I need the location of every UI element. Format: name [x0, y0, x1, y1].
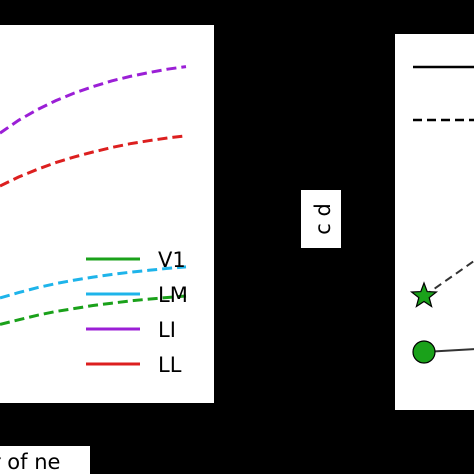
right-legend: [413, 65, 474, 122]
left-plot-area: [0, 25, 214, 403]
data-point-circle: [412, 340, 436, 364]
data-point-star: [409, 281, 439, 308]
right-y-axis-label: c d: [311, 203, 335, 235]
left-panel: V1 LM LI LL: [0, 25, 214, 403]
legend-label-v1: V1: [158, 248, 186, 272]
legend-label-lm: LM: [158, 283, 188, 307]
right-panel: [395, 34, 474, 410]
series-line-v1: [0, 294, 187, 326]
series-line-li: [0, 65, 187, 135]
left-series-lines: [0, 65, 187, 326]
series-line-ll: [0, 134, 187, 188]
legend-label-ll: LL: [158, 353, 182, 377]
series-line-lm: [0, 265, 187, 300]
legend-label-li: LI: [158, 318, 176, 342]
right-series: [409, 259, 474, 364]
left-x-axis-label: r of ne: [0, 450, 60, 474]
right-ylabel-box: [301, 190, 341, 248]
left-xlabel-box: [0, 446, 90, 474]
left-legend: V1 LM LI LL: [86, 248, 188, 377]
